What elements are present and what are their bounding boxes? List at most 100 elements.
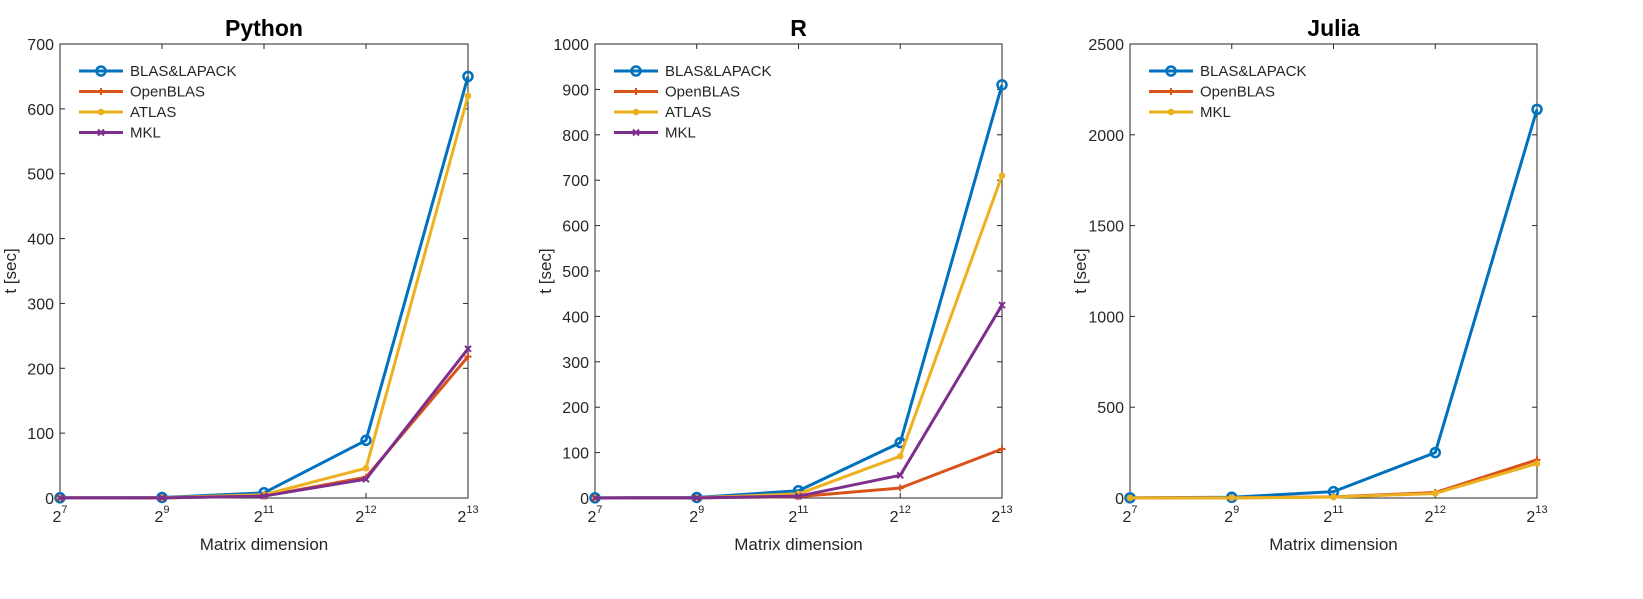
legend-item-openblas: OpenBLAS — [614, 84, 740, 101]
data-point — [464, 345, 472, 353]
data-point — [896, 452, 904, 460]
data-point — [360, 434, 372, 447]
legend-label: MKL — [665, 125, 696, 142]
chart-panel-julia: 0 500 1000 1500 2000 2500 27 29 211 212 213 Julia Ma… — [1071, 15, 1548, 554]
x-tick-label: 212 — [355, 504, 376, 526]
x-axis-label: Matrix dimension — [200, 535, 329, 554]
data-point — [794, 492, 803, 500]
data-point — [1431, 490, 1439, 497]
legend-marker — [632, 88, 640, 95]
legend-r: BLAS&LAPACK OpenBLAS ATLAS MKL — [614, 63, 771, 142]
y-tick-label: 0 — [45, 491, 54, 508]
legend-label: MKL — [1200, 104, 1231, 121]
y-tick-label: 500 — [562, 264, 589, 281]
legend-label: BLAS&LAPACK — [1200, 63, 1306, 80]
chart-title-julia: Julia — [1307, 15, 1360, 41]
y-tick-label: 300 — [27, 296, 54, 313]
data-point — [464, 353, 472, 361]
x-tick-label: 27 — [587, 504, 602, 526]
legend-item-blas-lapack: BLAS&LAPACK — [614, 63, 771, 80]
y-axis-label: t [sec] — [1071, 248, 1090, 293]
legend-item-atlas: ATLAS — [79, 104, 176, 121]
chart-panel-r: 0 100 200 300 400 500 600 700 800 900 1000 27 29 211 2… — [536, 15, 1013, 554]
data-point — [998, 445, 1006, 453]
legend-item-atlas: ATLAS — [614, 104, 711, 121]
data-point — [1228, 494, 1236, 502]
data-point — [1126, 494, 1134, 502]
chart-panel-python: 0 100 200 300 400 500 600 700 27 29 211 212 213 Pytho… — [1, 15, 479, 554]
y-tick-label: 1500 — [1088, 219, 1124, 236]
data-point — [591, 494, 599, 502]
x-axis-label: Matrix dimension — [734, 535, 863, 554]
legend-label: OpenBLAS — [130, 84, 205, 101]
y-tick-label: 400 — [27, 232, 54, 249]
data-point — [693, 494, 701, 502]
legend-marker — [97, 108, 105, 116]
legend-item-blas-lapack: BLAS&LAPACK — [1149, 63, 1306, 80]
x-tick-label: 212 — [890, 504, 911, 526]
data-point — [1533, 460, 1541, 467]
y-tick-label: 200 — [562, 400, 589, 417]
x-tick-label: 213 — [991, 504, 1012, 526]
legend-marker — [630, 65, 642, 77]
x-tick-label: 211 — [788, 504, 808, 526]
chart-title-python: Python — [225, 15, 303, 41]
legend-item-mkl: MKL — [614, 125, 696, 142]
y-tick-label: 700 — [562, 173, 589, 190]
series-mkl — [56, 345, 472, 502]
data-point — [464, 92, 472, 100]
legend-item-openblas: OpenBLAS — [79, 84, 205, 101]
legend-python: BLAS&LAPACK OpenBLAS ATLAS MKL — [79, 63, 236, 142]
legend-label: ATLAS — [130, 104, 176, 121]
legend-marker — [97, 88, 105, 95]
legend-label: OpenBLAS — [1200, 84, 1275, 101]
data-point — [1330, 493, 1337, 501]
data-point — [260, 492, 268, 500]
y-tick-label: 2500 — [1088, 37, 1124, 54]
plot-area-python — [59, 43, 469, 499]
y-axis-label: t [sec] — [1, 248, 20, 293]
data-point — [56, 494, 64, 502]
data-point — [158, 494, 166, 502]
y-tick-label: 200 — [27, 361, 54, 378]
x-tick-label: 212 — [1425, 504, 1446, 526]
legend-label: MKL — [130, 125, 161, 142]
legend-label: BLAS&LAPACK — [665, 63, 771, 80]
y-tick-label: 100 — [562, 446, 589, 463]
data-point — [896, 471, 904, 480]
x-tick-label: 211 — [1323, 504, 1343, 526]
data-point — [998, 301, 1006, 309]
legend-julia: BLAS&LAPACK OpenBLAS MKL — [1149, 63, 1306, 121]
legend-label: BLAS&LAPACK — [130, 63, 236, 80]
legend-marker — [632, 128, 640, 137]
plot-area-r — [594, 43, 1003, 499]
y-tick-label: 1000 — [553, 37, 589, 54]
x-tick-label: 29 — [154, 504, 169, 526]
y-tick-label: 900 — [562, 82, 589, 99]
data-point — [362, 464, 370, 472]
x-tick-label: 27 — [1122, 504, 1137, 526]
y-tick-label: 600 — [27, 102, 54, 119]
legend-item-mkl: MKL — [79, 125, 161, 142]
data-point — [998, 172, 1006, 179]
y-tick-label: 100 — [27, 426, 54, 443]
x-tick-label: 29 — [689, 504, 704, 526]
y-axis-label: t [sec] — [536, 248, 555, 293]
legend-marker — [1167, 108, 1175, 116]
x-tick-label: 29 — [1224, 504, 1239, 526]
data-point — [362, 475, 370, 483]
data-point — [896, 484, 904, 492]
legend-marker — [1165, 65, 1177, 77]
plot-area-julia — [1129, 43, 1538, 499]
legend-marker — [97, 128, 105, 137]
y-tick-label: 0 — [1115, 491, 1124, 508]
y-tick-label: 2000 — [1088, 128, 1124, 145]
legend-label: ATLAS — [665, 104, 711, 121]
y-tick-label: 0 — [580, 491, 589, 508]
legend-marker — [632, 108, 640, 116]
series-mkl — [1126, 460, 1541, 502]
x-tick-label: 27 — [52, 504, 67, 526]
legend-label: OpenBLAS — [665, 84, 740, 101]
